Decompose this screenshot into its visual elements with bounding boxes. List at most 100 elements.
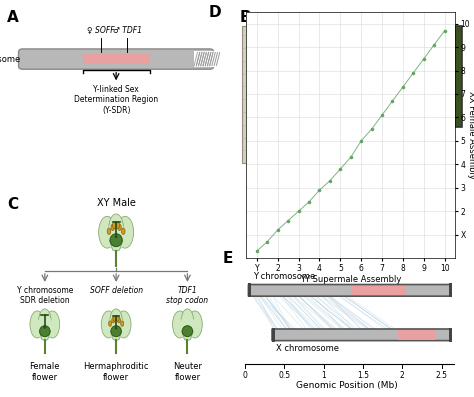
Text: X chromosome: X chromosome xyxy=(276,344,339,353)
Text: 0.5: 0.5 xyxy=(278,371,290,380)
Text: Female
flower: Female flower xyxy=(29,362,60,382)
X-axis label: YY Supermale Assembly: YY Supermale Assembly xyxy=(300,276,401,284)
Bar xyxy=(351,285,406,295)
Ellipse shape xyxy=(420,50,434,57)
Ellipse shape xyxy=(109,321,111,326)
Ellipse shape xyxy=(107,228,111,234)
Ellipse shape xyxy=(40,326,50,337)
Point xyxy=(399,84,407,90)
Point xyxy=(284,218,292,224)
Point xyxy=(347,154,355,160)
Point xyxy=(274,227,282,233)
Text: ♀ SOFF: ♀ SOFF xyxy=(87,26,114,35)
Ellipse shape xyxy=(117,311,131,338)
Text: 1: 1 xyxy=(321,371,326,380)
Ellipse shape xyxy=(109,214,124,243)
FancyBboxPatch shape xyxy=(248,285,450,296)
Point xyxy=(389,98,396,104)
Ellipse shape xyxy=(296,85,308,99)
Text: Hermaphroditic
flower: Hermaphroditic flower xyxy=(83,362,149,382)
Text: TDF1
stop codon: TDF1 stop codon xyxy=(166,286,209,305)
Point xyxy=(264,239,271,245)
Text: E: E xyxy=(223,251,233,266)
Bar xyxy=(449,283,452,297)
Ellipse shape xyxy=(188,311,202,338)
Bar xyxy=(399,330,436,339)
Ellipse shape xyxy=(110,309,122,333)
Ellipse shape xyxy=(45,311,60,338)
Ellipse shape xyxy=(121,228,125,234)
Ellipse shape xyxy=(113,316,116,321)
FancyBboxPatch shape xyxy=(272,329,450,341)
Ellipse shape xyxy=(173,311,187,338)
Polygon shape xyxy=(182,331,193,341)
Text: 1.5: 1.5 xyxy=(357,371,369,380)
Text: 2: 2 xyxy=(400,371,405,380)
Ellipse shape xyxy=(181,309,194,333)
Ellipse shape xyxy=(118,318,120,323)
Ellipse shape xyxy=(117,216,134,248)
Ellipse shape xyxy=(106,222,126,251)
Bar xyxy=(248,283,251,297)
Ellipse shape xyxy=(116,316,119,321)
Ellipse shape xyxy=(111,326,121,337)
Ellipse shape xyxy=(99,216,116,248)
Point xyxy=(326,177,334,184)
Ellipse shape xyxy=(36,316,53,340)
Text: Genomic Position (Mb): Genomic Position (Mb) xyxy=(296,382,398,390)
Polygon shape xyxy=(109,240,123,251)
Ellipse shape xyxy=(108,316,125,340)
Point xyxy=(305,198,313,205)
Ellipse shape xyxy=(44,326,46,329)
FancyBboxPatch shape xyxy=(18,49,214,69)
Ellipse shape xyxy=(111,224,115,230)
Ellipse shape xyxy=(416,68,430,75)
Polygon shape xyxy=(39,331,51,341)
Text: D: D xyxy=(209,4,221,19)
Text: Y chromosome: Y chromosome xyxy=(0,54,20,64)
Ellipse shape xyxy=(266,79,278,94)
Text: Y-linked Sex
Determination Region
(Y-SDR): Y-linked Sex Determination Region (Y-SDR… xyxy=(74,85,158,115)
Point xyxy=(420,56,428,62)
Bar xyxy=(272,328,275,342)
Text: B: B xyxy=(239,10,251,25)
Bar xyxy=(82,54,149,64)
Ellipse shape xyxy=(118,224,121,230)
Point xyxy=(378,112,386,118)
Point xyxy=(316,187,323,193)
Text: aspTDF1: aspTDF1 xyxy=(371,17,405,26)
Text: Y chromosome: Y chromosome xyxy=(253,272,315,281)
Ellipse shape xyxy=(434,74,448,81)
Text: XY Male: XY Male xyxy=(97,198,136,208)
Ellipse shape xyxy=(115,235,118,238)
Ellipse shape xyxy=(179,316,196,340)
Ellipse shape xyxy=(115,327,118,330)
Point xyxy=(337,166,344,172)
Ellipse shape xyxy=(182,326,192,337)
Ellipse shape xyxy=(110,234,122,247)
Ellipse shape xyxy=(38,309,51,333)
Bar xyxy=(242,26,404,163)
Ellipse shape xyxy=(116,222,120,229)
Bar xyxy=(194,51,216,67)
Ellipse shape xyxy=(428,59,441,66)
Point xyxy=(357,138,365,144)
Point xyxy=(410,70,417,76)
Bar xyxy=(449,328,452,342)
Ellipse shape xyxy=(30,311,45,338)
Text: C: C xyxy=(7,197,18,212)
Ellipse shape xyxy=(101,311,116,338)
Text: Wild type XY: Wild type XY xyxy=(247,17,296,26)
Polygon shape xyxy=(110,331,122,341)
Ellipse shape xyxy=(121,321,124,326)
Ellipse shape xyxy=(112,222,116,229)
Point xyxy=(430,42,438,48)
Point xyxy=(368,126,375,132)
Text: SOFF deletion: SOFF deletion xyxy=(90,286,143,295)
Text: A: A xyxy=(7,10,18,25)
Text: 0: 0 xyxy=(242,371,247,380)
Text: ♂ TDF1: ♂ TDF1 xyxy=(113,26,142,35)
Ellipse shape xyxy=(112,318,115,323)
Y-axis label: XX Female Assembly: XX Female Assembly xyxy=(467,91,474,179)
Point xyxy=(441,27,448,34)
